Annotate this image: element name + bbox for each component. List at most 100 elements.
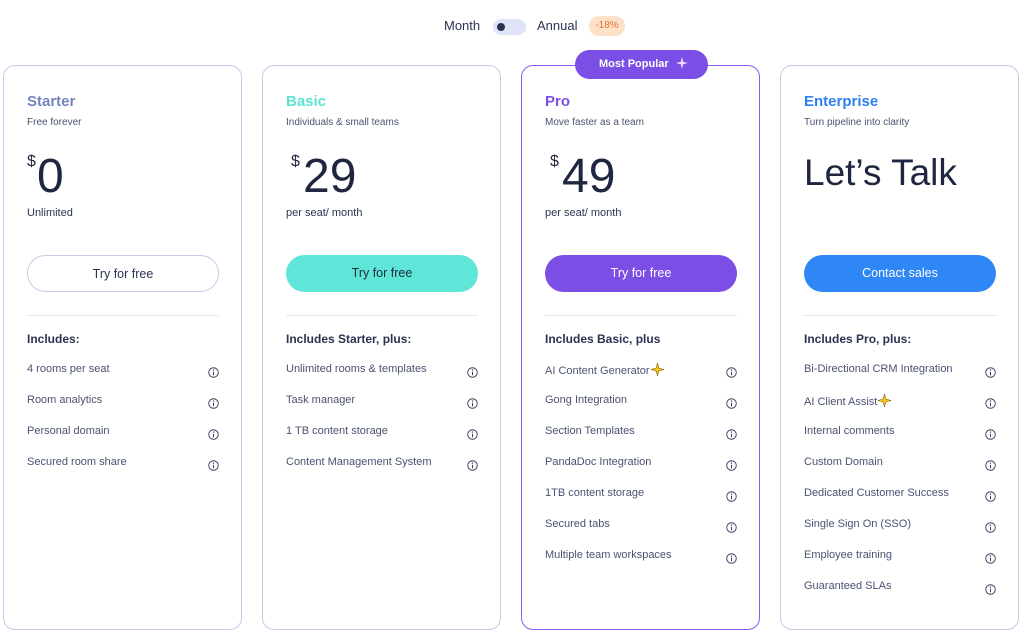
feature-text: 4 rooms per seat — [27, 363, 110, 375]
plan-subtitle: Turn pipeline into clarity — [804, 117, 910, 128]
info-icon[interactable] — [467, 365, 478, 378]
feature-item: AI Client Assist — [804, 393, 893, 410]
info-icon[interactable] — [985, 520, 996, 533]
plan-price: 49 — [562, 150, 616, 203]
feature-item: Internal comments — [804, 425, 894, 437]
plan-name: Starter — [27, 93, 76, 110]
feature-item: PandaDoc Integration — [545, 456, 651, 468]
feature-item: Room analytics — [27, 394, 102, 406]
feature-text: Guaranteed SLAs — [804, 580, 892, 592]
includes-title: Includes Starter, plus: — [286, 332, 412, 346]
info-icon[interactable] — [985, 582, 996, 595]
feature-item: Guaranteed SLAs — [804, 580, 891, 592]
info-icon[interactable] — [985, 458, 996, 471]
info-icon[interactable] — [208, 458, 219, 471]
sparkle-icon — [649, 362, 665, 377]
includes-title: Includes Pro, plus: — [804, 332, 912, 346]
cta-button[interactable]: Try for free — [286, 255, 478, 292]
feature-text: 1TB content storage — [545, 487, 645, 499]
feature-text: Single Sign On (SSO) — [804, 518, 911, 530]
discount-badge: -18% — [589, 16, 625, 36]
price-note: per seat/ month — [545, 207, 622, 219]
info-icon[interactable] — [467, 458, 478, 471]
info-icon[interactable] — [726, 427, 737, 440]
feature-item: Unlimited rooms & templates — [286, 363, 427, 375]
plan-name: Pro — [545, 93, 571, 110]
feature-item: Section Templates — [545, 425, 635, 437]
info-icon[interactable] — [726, 551, 737, 564]
month-label[interactable]: Month — [444, 18, 481, 33]
feature-item: 4 rooms per seat — [27, 363, 110, 375]
plan-price: 29 — [303, 150, 357, 203]
plan-subtitle: Free forever — [27, 117, 82, 128]
feature-text: Employee training — [804, 549, 893, 561]
info-icon[interactable] — [985, 365, 996, 378]
popular-badge: Most Popular — [575, 50, 708, 79]
feature-text: Multiple team workspaces — [545, 549, 672, 561]
feature-item: Single Sign On (SSO) — [804, 518, 911, 530]
plan-price: Let’s Talk — [804, 152, 957, 193]
billing-switch[interactable] — [493, 19, 526, 35]
feature-item: Task manager — [286, 394, 355, 406]
cta-button[interactable]: Try for free — [27, 255, 219, 292]
feature-text: 1 TB content storage — [286, 425, 388, 437]
feature-text: Gong Integration — [545, 394, 627, 406]
info-icon[interactable] — [985, 396, 996, 409]
feature-text: Internal comments — [804, 425, 895, 437]
badge-text: Most Popular — [599, 58, 669, 70]
info-icon[interactable] — [726, 489, 737, 502]
price-note: per seat/ month — [286, 207, 363, 219]
divider — [286, 315, 478, 316]
feature-text: Task manager — [286, 394, 356, 406]
plan-card: Basic Individuals & small teams $29 per sea… — [262, 65, 501, 630]
includes-title: Includes Basic, plus — [545, 332, 661, 346]
info-icon[interactable] — [726, 458, 737, 471]
feature-text: AI Content Generator — [545, 365, 650, 377]
info-icon[interactable] — [467, 427, 478, 440]
price-currency: $ — [27, 153, 36, 170]
feature-item: 1TB content storage — [545, 487, 644, 499]
plan-subtitle: Individuals & small teams — [286, 117, 399, 128]
feature-item: AI Content Generator — [545, 362, 665, 379]
cta-button[interactable]: Contact sales — [804, 255, 996, 292]
cta-button[interactable]: Try for free — [545, 255, 737, 292]
info-icon[interactable] — [208, 396, 219, 409]
plan-name: Basic — [286, 93, 327, 110]
feature-text: Custom Domain — [804, 456, 883, 468]
ai-sparkle — [877, 393, 893, 410]
feature-item: Secured tabs — [545, 518, 610, 530]
feature-text: Content Management System — [286, 456, 432, 468]
badge-sparkle — [676, 57, 688, 69]
info-icon[interactable] — [208, 365, 219, 378]
feature-item: Dedicated Customer Success — [804, 487, 949, 499]
ai-sparkle — [649, 362, 665, 379]
info-icon[interactable] — [985, 489, 996, 502]
feature-item: Employee training — [804, 549, 892, 561]
info-icon[interactable] — [467, 396, 478, 409]
plan-subtitle: Move faster as a team — [545, 117, 644, 128]
info-icon[interactable] — [726, 520, 737, 533]
feature-item: Multiple team workspaces — [545, 549, 672, 561]
feature-item: Secured room share — [27, 456, 127, 468]
feature-text: Room analytics — [27, 394, 103, 406]
info-icon[interactable] — [726, 365, 737, 378]
divider — [27, 315, 219, 316]
feature-item: Personal domain — [27, 425, 110, 437]
price-note: Unlimited — [27, 207, 73, 219]
info-icon[interactable] — [985, 551, 996, 564]
info-icon[interactable] — [985, 427, 996, 440]
feature-text: AI Client Assist — [804, 396, 878, 408]
price-currency: $ — [550, 153, 559, 170]
info-icon[interactable] — [726, 396, 737, 409]
sparkle-icon — [877, 393, 893, 408]
feature-item: 1 TB content storage — [286, 425, 388, 437]
divider — [804, 315, 996, 316]
plan-name: Enterprise — [804, 93, 879, 110]
info-icon[interactable] — [208, 427, 219, 440]
feature-item: Bi-Directional CRM Integration — [804, 363, 953, 375]
feature-text: Section Templates — [545, 425, 635, 437]
feature-item: Custom Domain — [804, 456, 883, 468]
annual-label[interactable]: Annual — [537, 18, 578, 33]
